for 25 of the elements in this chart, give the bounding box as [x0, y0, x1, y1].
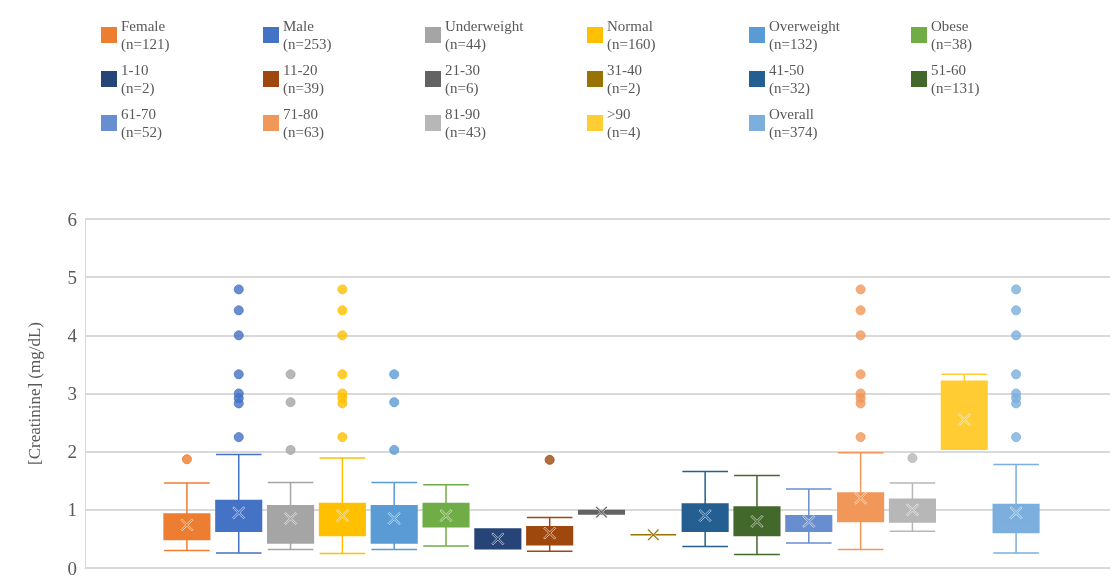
y-tick-label: 5 [67, 266, 77, 288]
legend-label: Male (n=253) [283, 18, 332, 53]
legend-label: 21-30 (n=6) [445, 62, 480, 97]
legend-label: 61-70 (n=52) [121, 106, 162, 141]
y-tick-label: 3 [67, 383, 77, 404]
legend-label: Obese (n=38) [931, 18, 972, 53]
legend-label: Overall (n=374) [769, 106, 818, 141]
legend-label: >90 (n=4) [607, 106, 641, 141]
legend-label: Underweight (n=44) [445, 18, 525, 53]
legend-label: Female (n=121) [121, 18, 170, 53]
legend-label: 31-40 (n=2) [607, 62, 642, 97]
legend-label: 1-10 (n=2) [121, 62, 155, 97]
y-tick-label: 4 [67, 324, 78, 346]
legend-label: 11-20 (n=39) [283, 62, 324, 97]
legend-label: Overweight (n=132) [769, 18, 841, 53]
y-tick-label: 0 [67, 557, 77, 579]
legend-label: 51-60 (n=131) [931, 62, 980, 97]
y-tick-label: 6 [67, 208, 77, 230]
legend-label: 81-90 (n=43) [445, 106, 486, 141]
y-axis-title: [Creatinine] (mg/dL) [25, 321, 44, 466]
legend-label: 41-50 (n=32) [769, 62, 810, 97]
y-tick-label: 1 [67, 499, 77, 521]
y-tick-label: 2 [67, 441, 77, 463]
legend-label: 71-80 (n=63) [283, 106, 324, 141]
legend-label: Normal (n=160) [607, 18, 656, 53]
